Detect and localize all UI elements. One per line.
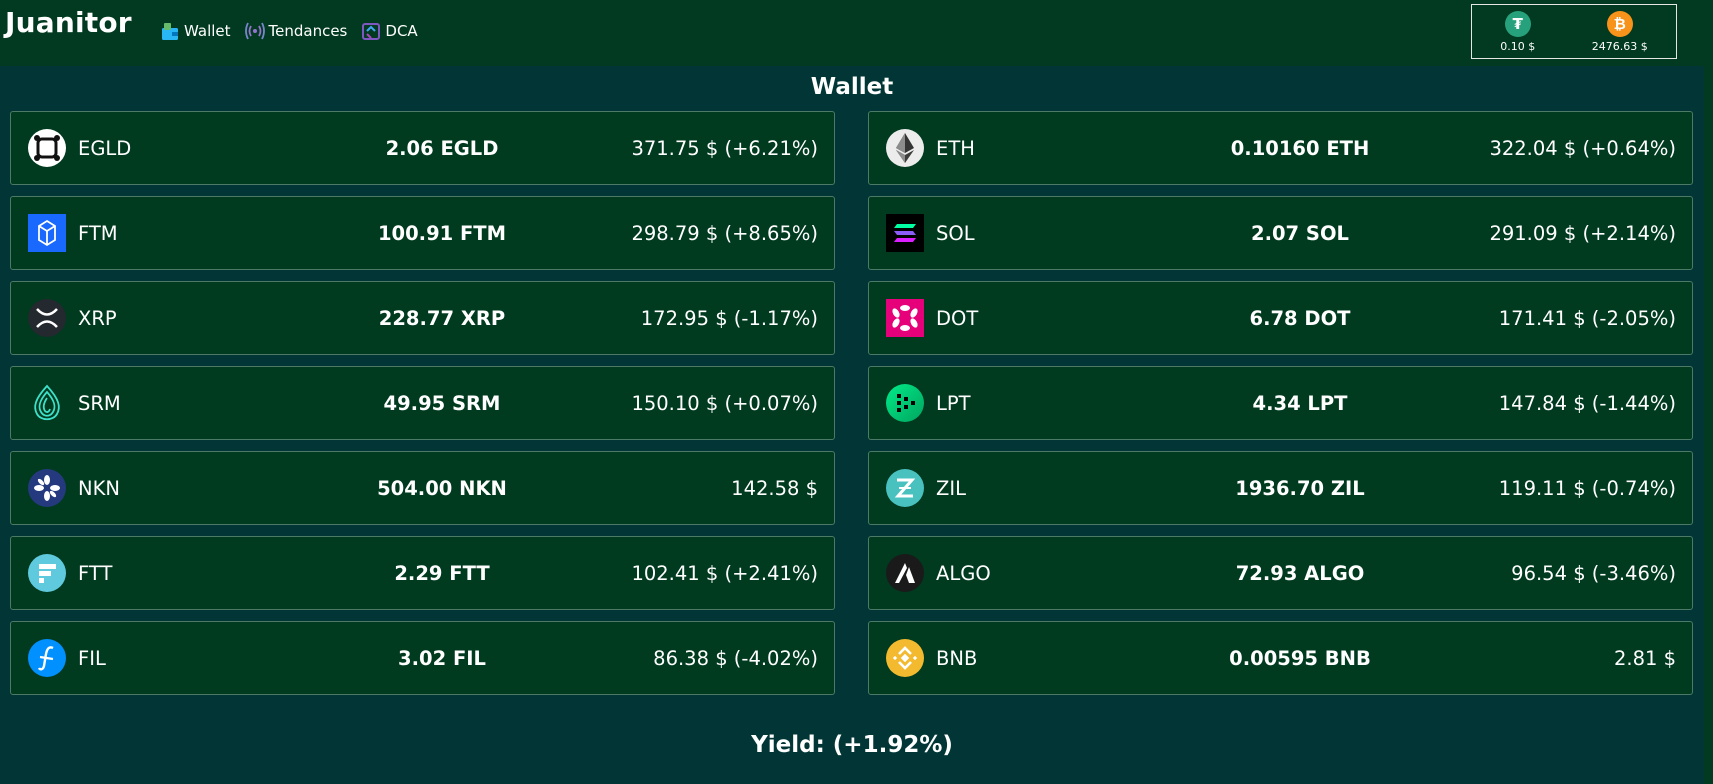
coin-value: 298.79 $ (+8.65%) — [631, 221, 818, 245]
tether-icon: ₮ — [1504, 10, 1531, 37]
coin-value: 291.09 $ (+2.14%) — [1489, 221, 1676, 245]
coin-value: 102.41 $ (+2.41%) — [631, 561, 818, 585]
coin-card-xrp[interactable]: XRP 228.77 XRP 172.95 $ (-1.17%) — [10, 281, 835, 355]
yield-summary: Yield: (+1.92%) — [751, 732, 953, 758]
coin-card-zil[interactable]: ZIL 1936.70 ZIL 119.11 $ (-0.74%) — [868, 451, 1693, 525]
coin-card-ftt[interactable]: FTT 2.29 FTT 102.41 $ (+2.41%) — [10, 536, 835, 610]
coin-name: BNB — [936, 646, 978, 670]
coin-amount: 1936.70 ZIL — [1235, 476, 1365, 500]
sol-icon — [885, 213, 925, 253]
coin-name: EGLD — [78, 136, 132, 160]
coin-value: 147.84 $ (-1.44%) — [1498, 391, 1676, 415]
app-title[interactable]: Juanitor — [5, 6, 132, 39]
coin-name: XRP — [78, 306, 117, 330]
page-title: Wallet — [810, 74, 894, 100]
coin-value: 371.75 $ (+6.21%) — [631, 136, 818, 160]
wallet-grid: EGLD 2.06 EGLD 371.75 $ (+6.21%) ETH 0.1… — [10, 111, 1693, 695]
srm-icon — [27, 383, 67, 423]
nav-dca[interactable]: DCA — [361, 20, 418, 42]
coin-name: SRM — [78, 391, 121, 415]
scrollbar[interactable] — [1704, 66, 1713, 784]
coin-amount: 49.95 SRM — [383, 391, 501, 415]
zil-icon — [885, 468, 925, 508]
signal-icon — [244, 20, 265, 42]
coin-value: 172.95 $ (-1.17%) — [640, 306, 818, 330]
nkn-icon — [27, 468, 67, 508]
coin-name: FTM — [78, 221, 118, 245]
coin-card-dot[interactable]: DOT 6.78 DOT 171.41 $ (-2.05%) — [868, 281, 1693, 355]
coin-card-ftm[interactable]: FTM 100.91 FTM 298.79 $ (+8.65%) — [10, 196, 835, 270]
bitcoin-icon: ₿ — [1606, 10, 1633, 37]
nav-wallet-label: Wallet — [184, 22, 231, 40]
coin-amount: 72.93 ALGO — [1235, 561, 1365, 585]
coin-amount: 6.78 DOT — [1249, 306, 1351, 330]
coin-value: 96.54 $ (-3.46%) — [1511, 561, 1676, 585]
coin-card-sol[interactable]: SOL 2.07 SOL 291.09 $ (+2.14%) — [868, 196, 1693, 270]
bnb-icon — [885, 638, 925, 678]
coin-name: LPT — [936, 391, 971, 415]
coin-amount: 2.07 SOL — [1251, 221, 1349, 245]
coin-amount: 4.34 LPT — [1252, 391, 1348, 415]
coin-card-bnb[interactable]: BNB 0.00595 BNB 2.81 $ — [868, 621, 1693, 695]
ftm-icon — [27, 213, 67, 253]
coin-card-algo[interactable]: ALGO 72.93 ALGO 96.54 $ (-3.46%) — [868, 536, 1693, 610]
algo-icon — [885, 553, 925, 593]
coin-card-egld[interactable]: EGLD 2.06 EGLD 371.75 $ (+6.21%) — [10, 111, 835, 185]
coin-card-fil[interactable]: FIL 3.02 FIL 86.38 $ (-4.02%) — [10, 621, 835, 695]
cycle-icon — [361, 20, 381, 42]
ticker-tether: ₮ 0.10 $ — [1500, 10, 1536, 53]
nav-tendances-label: Tendances — [268, 22, 348, 40]
fil-icon — [27, 638, 67, 678]
eth-icon — [885, 128, 925, 168]
ticker-price: 0.10 $ — [1500, 39, 1536, 53]
ftt-icon — [27, 553, 67, 593]
coin-name: NKN — [78, 476, 120, 500]
wallet-icon — [160, 20, 180, 42]
egld-icon — [27, 128, 67, 168]
coin-name: ETH — [936, 136, 975, 160]
dot-icon — [885, 298, 925, 338]
coin-amount: 504.00 NKN — [377, 476, 507, 500]
coin-amount: 2.06 EGLD — [385, 136, 499, 160]
coin-name: ZIL — [936, 476, 966, 500]
coin-value: 86.38 $ (-4.02%) — [653, 646, 818, 670]
coin-value: 322.04 $ (+0.64%) — [1489, 136, 1676, 160]
coin-value: 171.41 $ (-2.05%) — [1498, 306, 1676, 330]
ticker-bitcoin: ₿ 2476.63 $ — [1591, 10, 1648, 53]
ticker-price: 2476.63 $ — [1591, 39, 1648, 53]
price-ticker: ₮ 0.10 $ ₿ 2476.63 $ — [1471, 4, 1677, 59]
coin-value: 142.58 $ — [731, 476, 818, 500]
coin-name: FIL — [78, 646, 106, 670]
xrp-icon — [27, 298, 67, 338]
coin-card-srm[interactable]: SRM 49.95 SRM 150.10 $ (+0.07%) — [10, 366, 835, 440]
coin-name: DOT — [936, 306, 979, 330]
coin-name: ALGO — [936, 561, 991, 585]
coin-value: 119.11 $ (-0.74%) — [1498, 476, 1676, 500]
top-bar: Juanitor Wallet T — [0, 0, 1713, 66]
coin-amount: 228.77 XRP — [378, 306, 506, 330]
coin-amount: 2.29 FTT — [394, 561, 490, 585]
nav-dca-label: DCA — [385, 22, 418, 40]
coin-card-eth[interactable]: ETH 0.10160 ETH 322.04 $ (+0.64%) — [868, 111, 1693, 185]
coin-value: 150.10 $ (+0.07%) — [631, 391, 818, 415]
coin-value: 2.81 $ — [1613, 646, 1676, 670]
main-nav: Wallet Tendances — [160, 20, 418, 42]
coin-card-nkn[interactable]: NKN 504.00 NKN 142.58 $ — [10, 451, 835, 525]
coin-name: SOL — [936, 221, 975, 245]
nav-tendances[interactable]: Tendances — [244, 20, 348, 42]
nav-wallet[interactable]: Wallet — [160, 20, 231, 42]
coin-name: FTT — [78, 561, 113, 585]
coin-amount: 0.00595 BNB — [1229, 646, 1371, 670]
coin-card-lpt[interactable]: LPT 4.34 LPT 147.84 $ (-1.44%) — [868, 366, 1693, 440]
coin-amount: 3.02 FIL — [398, 646, 486, 670]
coin-amount: 0.10160 ETH — [1230, 136, 1370, 160]
lpt-icon — [885, 383, 925, 423]
coin-amount: 100.91 FTM — [377, 221, 507, 245]
